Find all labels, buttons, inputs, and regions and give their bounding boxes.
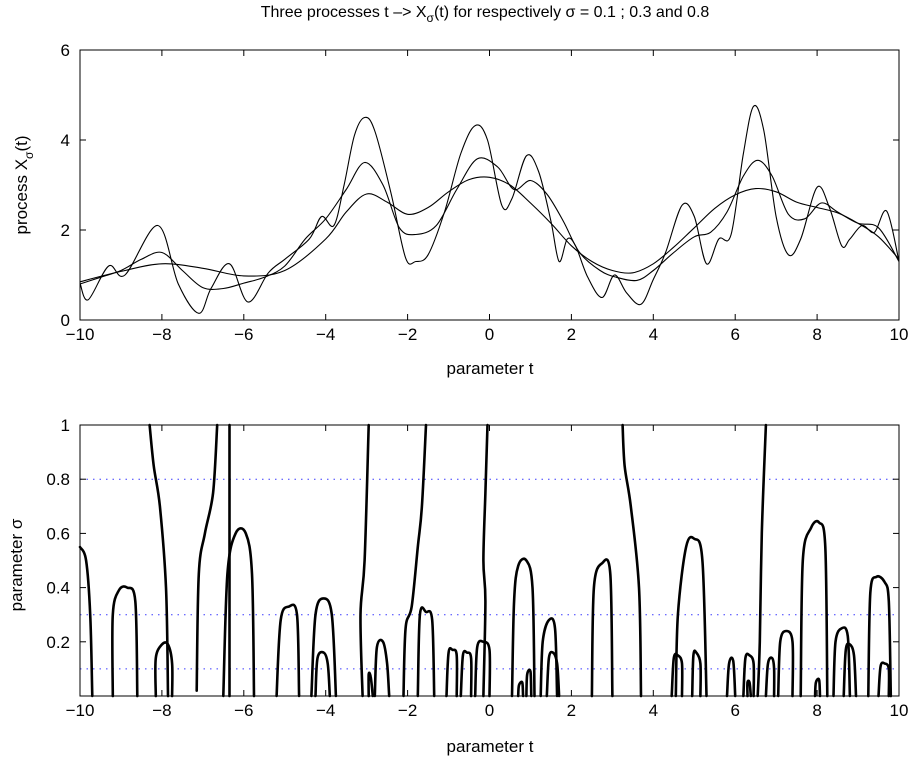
- bottom-xtick-label: −2: [398, 701, 417, 720]
- top-xtick-label: −10: [66, 325, 95, 344]
- maxima-ridge: [746, 679, 753, 698]
- bottom-ytick-label: 0.2: [46, 633, 70, 652]
- maxima-ridge: [545, 650, 561, 698]
- top-xtick-label: −4: [316, 325, 335, 344]
- bottom-reflines: [80, 478, 899, 670]
- maxima-ridge: [310, 597, 338, 698]
- maxima-ridge: [473, 639, 492, 698]
- bottom-xtick-label: 8: [812, 701, 821, 720]
- maxima-ridge: [742, 652, 756, 698]
- top-xlabel: parameter t: [447, 359, 534, 378]
- top-xtick-label: 10: [890, 325, 909, 344]
- bottom-xtick-label: −10: [66, 701, 95, 720]
- maxima-ridge: [725, 656, 737, 698]
- bottom-panel: −10 −8 −6 −4 −2 0 2 4 6 8 10 0.2 0.4 0.6 0.8 1 paramete…: [7, 416, 908, 756]
- top-ytick-label: 4: [61, 131, 70, 150]
- maxima-ridge: [359, 423, 370, 698]
- top-curves: [79, 104, 900, 314]
- process-curve-sigma-0-1: [79, 104, 900, 314]
- top-xtick-label: −6: [234, 325, 253, 344]
- bottom-xtick-label: 2: [567, 701, 576, 720]
- top-xtick-label: 6: [730, 325, 739, 344]
- maxima-ridge: [539, 617, 559, 698]
- maxima-ridge: [842, 642, 858, 698]
- bottom-ytick-label: 0.8: [46, 470, 70, 489]
- bottom-ytick-label: 1: [61, 416, 70, 435]
- maxima-ridge: [275, 603, 301, 698]
- maxima-ridge: [516, 680, 525, 698]
- maxima-ridge: [690, 649, 703, 698]
- top-xtick-label: −8: [152, 325, 171, 344]
- top-ylabel: process Xσ(t): [12, 135, 36, 234]
- maxima-ridge: [799, 519, 829, 698]
- maxima-ridge: [670, 652, 684, 698]
- maxima-ridge: [832, 626, 852, 698]
- maxima-ridge: [764, 656, 776, 698]
- bottom-xtick-label: −8: [152, 701, 171, 720]
- maxima-ridge: [756, 423, 768, 698]
- bottom-xlabel: parameter t: [447, 737, 534, 756]
- maxima-ridge: [373, 638, 391, 698]
- top-xtick-label: 0: [485, 325, 494, 344]
- bottom-ytick-label: 0.4: [46, 579, 70, 598]
- title-prefix: Three processes t –> X: [261, 4, 427, 21]
- process-curve-sigma-0-3: [79, 157, 900, 291]
- maxima-ridge: [674, 535, 708, 698]
- bottom-ytick-label: 0.6: [46, 524, 70, 543]
- top-ylabel-subscript: σ: [22, 151, 36, 159]
- bottom-xtick-label: 4: [649, 701, 658, 720]
- maxima-ridge: [78, 545, 94, 698]
- maxima-ridge: [813, 677, 822, 698]
- top-panel: −10 −8 −6 −4 −2 0 2 4 6 8 10 0 2 4 6 parameter t proce…: [12, 41, 908, 378]
- maxima-ridge: [111, 585, 139, 698]
- maxima-ridge: [621, 423, 643, 698]
- bottom-xtick-label: 10: [890, 701, 909, 720]
- maxima-ridge: [195, 423, 219, 692]
- title-suffix: (t) for respectively σ = 0.1 ; 0.3 and 0…: [434, 4, 709, 21]
- maxima-ridge: [482, 423, 489, 698]
- maxima-ridge: [776, 629, 795, 698]
- top-ytick-label: 2: [61, 221, 70, 240]
- maxima-ridge: [154, 641, 174, 698]
- top-xtick-label: 4: [649, 325, 658, 344]
- maxima-ridge: [590, 558, 614, 698]
- maxima-ridge: [877, 661, 891, 698]
- maxima-ridge: [525, 668, 533, 698]
- maxima-ridge: [416, 606, 436, 698]
- maxima-ridge: [402, 423, 428, 698]
- bottom-xtick-label: −4: [316, 701, 335, 720]
- bottom-ticks: −10 −8 −6 −4 −2 0 2 4 6 8 10 0.2 0.4 0.6 0.8 1: [46, 416, 908, 720]
- maxima-ridge: [314, 650, 332, 698]
- top-xtick-label: 8: [812, 325, 821, 344]
- top-xtick-label: −2: [398, 325, 417, 344]
- title-subscript: σ: [427, 11, 435, 25]
- maxima-ridge: [459, 649, 473, 698]
- maxima-ridge: [148, 423, 170, 698]
- bottom-xtick-label: 6: [730, 701, 739, 720]
- maxima-ridge: [867, 575, 893, 698]
- top-xtick-label: 2: [567, 325, 576, 344]
- top-ylabel-main: process X: [12, 159, 31, 235]
- top-ylabel-suffix: (t): [12, 135, 31, 151]
- top-ticks: −10 −8 −6 −4 −2 0 2 4 6 8 10 0 2 4 6: [61, 41, 909, 344]
- maxima-ridge: [510, 557, 536, 698]
- figure-title: Three processes t –> Xσ(t) for respectiv…: [261, 4, 710, 25]
- bottom-xtick-label: 0: [485, 701, 494, 720]
- bottom-xtick-label: −6: [234, 701, 253, 720]
- maxima-ridge: [445, 646, 459, 698]
- top-ytick-label: 0: [61, 311, 70, 330]
- maxima-ridge: [222, 527, 256, 698]
- bottom-ridges: [78, 423, 893, 698]
- top-ytick-label: 6: [61, 41, 70, 60]
- process-curve-sigma-0-8: [79, 176, 900, 283]
- bottom-ylabel: parameter σ: [7, 518, 26, 611]
- maxima-ridge: [367, 671, 375, 698]
